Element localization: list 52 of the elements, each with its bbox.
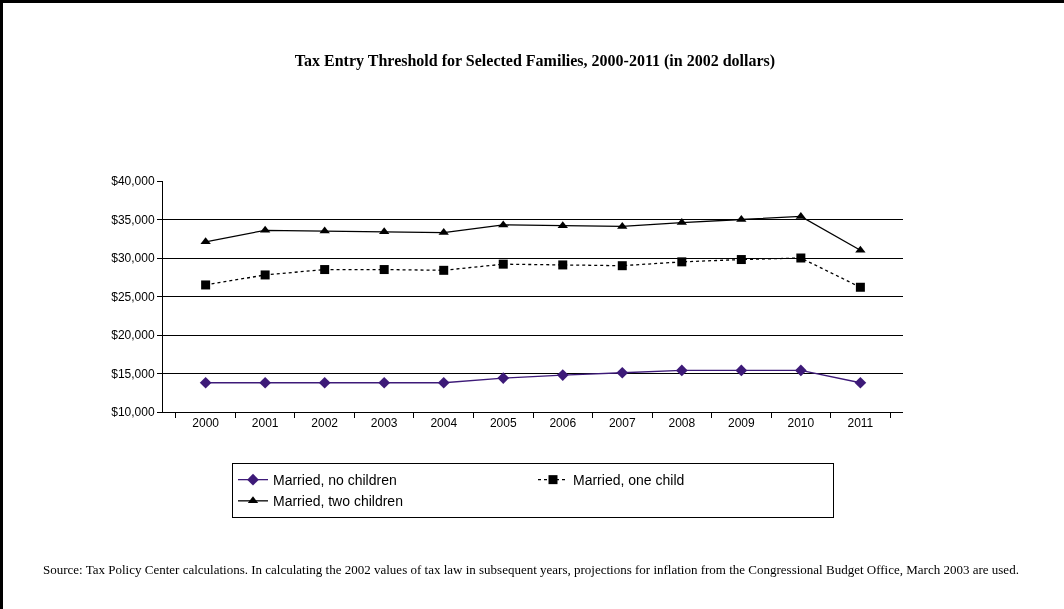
point: [201, 280, 211, 290]
x-tick-label: 2004: [430, 416, 458, 431]
point: [199, 376, 212, 389]
chart-title: Tax Entry Threshold for Selected Families, 2000-2011 (in 2002 dollars): [294, 52, 776, 71]
point: [796, 253, 806, 263]
y-tick-label: $25,000: [111, 289, 155, 304]
y-tick-label: $40,000: [111, 174, 155, 189]
y-tick-label: $10,000: [111, 405, 155, 420]
point: [616, 366, 629, 379]
legend-label: Married, two children: [273, 493, 403, 510]
x-tick-label: 2003: [370, 416, 398, 431]
point: [259, 376, 271, 389]
source-note: Source: Tax Policy Center calculations. In calculating the 2002 values of tax law in subsequent years, projections for inflation from the Congressional Budget Office, March 2003 are used.: [43, 562, 1019, 577]
point: [855, 245, 866, 253]
point: [498, 220, 509, 228]
x-tick-label: 2007: [608, 416, 636, 431]
point: [320, 265, 330, 275]
point: [854, 376, 867, 389]
point: [379, 265, 389, 275]
y-tick-label: $30,000: [111, 251, 155, 266]
y-tick-label: $20,000: [111, 328, 155, 343]
x-tick-label: 2000: [192, 416, 220, 431]
point: [736, 255, 746, 265]
x-tick-label: 2002: [311, 416, 339, 431]
y-tick-label: $35,000: [111, 212, 155, 227]
point: [795, 364, 807, 377]
x-tick-label: 2005: [489, 416, 517, 431]
point: [497, 372, 510, 384]
point: [439, 265, 449, 275]
legend-label: Married, one child: [573, 472, 685, 489]
point: [617, 261, 627, 271]
x-tick-label: 2009: [727, 416, 755, 431]
point: [556, 369, 569, 381]
point: [200, 237, 211, 245]
point: [378, 376, 391, 389]
point: [855, 282, 865, 292]
point: [677, 257, 687, 267]
point: [260, 270, 270, 280]
point: [735, 364, 748, 377]
x-tick-label: 2011: [847, 416, 874, 431]
point: [498, 259, 508, 269]
point: [617, 221, 628, 229]
x-tick-label: 2008: [668, 416, 696, 431]
x-tick-label: 2006: [549, 416, 577, 431]
point: [675, 364, 688, 377]
x-tick-label: 2010: [787, 416, 815, 431]
y-tick-label: $15,000: [111, 366, 155, 381]
legend-label: Married, no children: [273, 472, 397, 489]
point: [318, 376, 331, 389]
x-tick-label: 2001: [251, 416, 279, 431]
point: [437, 376, 450, 389]
point: [558, 260, 568, 270]
